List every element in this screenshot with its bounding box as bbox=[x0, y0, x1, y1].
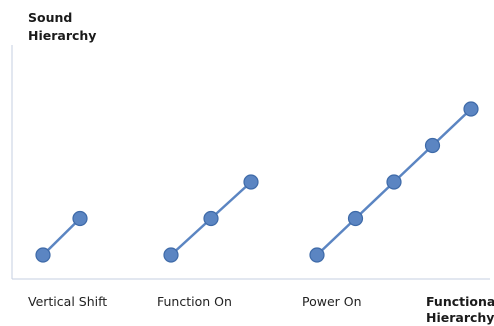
y-axis-title-line-2: Hierarchy bbox=[28, 28, 96, 43]
x-axis-title-line-2: Hierarchy bbox=[426, 310, 494, 325]
data-point-power-on-2 bbox=[347, 210, 364, 227]
y-axis-title: Sound Hierarchy bbox=[28, 10, 96, 43]
data-point-power-on-1 bbox=[309, 247, 325, 263]
category-label-power-on: Power On bbox=[302, 294, 362, 309]
data-point-function-on-3 bbox=[243, 174, 259, 190]
x-axis-title-line-1: Functional bbox=[426, 294, 494, 309]
category-label-vertical-shift: Vertical Shift bbox=[28, 294, 107, 309]
y-axis-title-line-1: Sound bbox=[28, 10, 72, 25]
series-layer bbox=[35, 101, 479, 263]
data-point-vertical-shift-2 bbox=[72, 210, 88, 227]
data-point-power-on-3 bbox=[386, 174, 402, 190]
data-point-power-on-5 bbox=[463, 101, 479, 117]
series-line-vertical-shift bbox=[42, 217, 81, 256]
data-point-function-on-2 bbox=[203, 210, 219, 227]
x-axis-title: Functional Hierarchy bbox=[426, 294, 494, 325]
category-label-function-on: Function On bbox=[157, 294, 232, 309]
data-point-function-on-1 bbox=[163, 247, 179, 263]
data-point-power-on-4 bbox=[424, 137, 441, 154]
data-point-vertical-shift-1 bbox=[35, 247, 51, 263]
